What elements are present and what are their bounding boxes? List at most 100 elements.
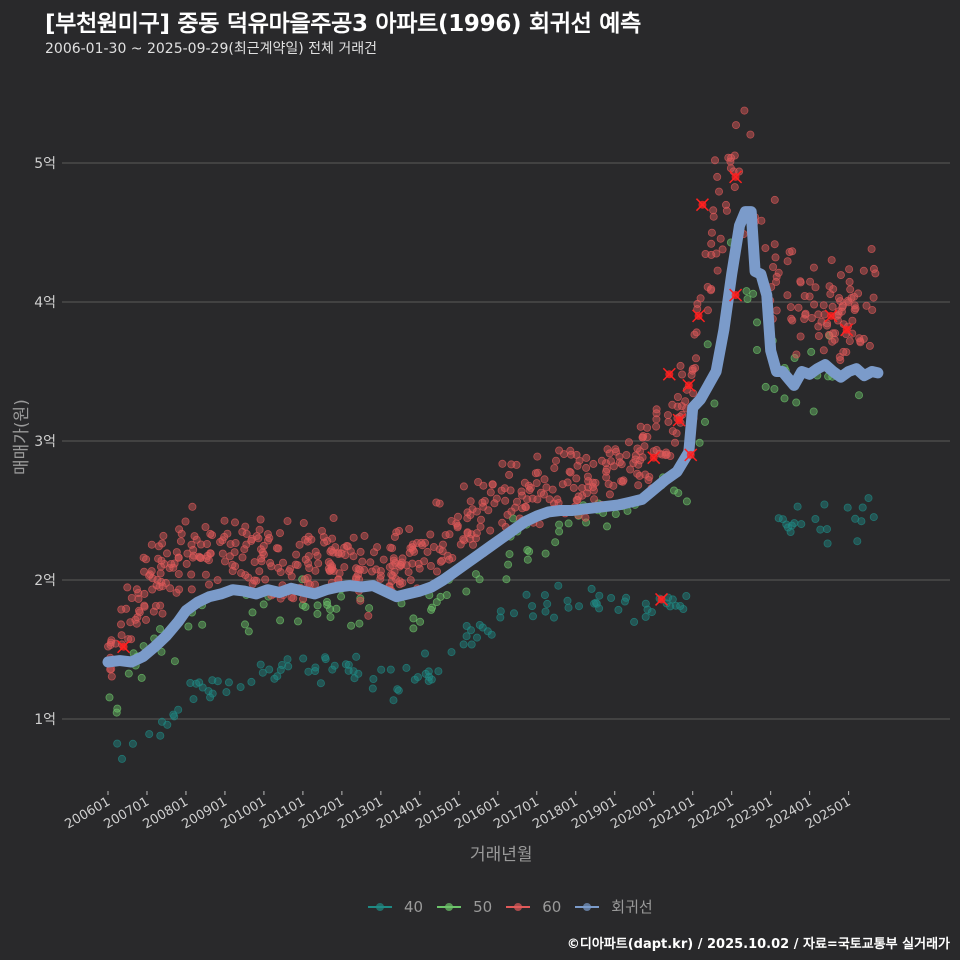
scatter-point-60 <box>349 552 358 561</box>
scatter-point-40 <box>224 678 233 687</box>
scatter-point-60 <box>597 456 606 465</box>
scatter-point-60 <box>426 562 435 571</box>
scatter-point-40 <box>462 622 471 631</box>
legend-dot <box>445 902 454 911</box>
scatter-point-60 <box>230 518 239 527</box>
scatter-point-40 <box>467 640 476 649</box>
scatter-point-40 <box>475 621 484 630</box>
scatter-point-60 <box>213 576 222 585</box>
scatter-point-40 <box>213 677 222 686</box>
legend-dot <box>583 902 592 911</box>
scatter-point-60 <box>158 609 167 618</box>
highlight-marker <box>682 378 696 392</box>
scatter-point-40 <box>496 607 505 616</box>
scatter-point-40 <box>118 754 127 763</box>
legend-item-regression[interactable]: 회귀선 <box>575 896 653 917</box>
scatter-point-60 <box>182 559 191 568</box>
scatter-point-50 <box>710 399 719 408</box>
scatter-point-60 <box>712 249 721 258</box>
scatter-point-60 <box>140 602 149 611</box>
legend-label: 50 <box>473 897 493 916</box>
scatter-point-60 <box>313 551 322 560</box>
scatter-point-60 <box>158 539 167 548</box>
scatter-point-60 <box>810 300 819 309</box>
scatter-point-50 <box>564 519 573 528</box>
scatter-point-60 <box>772 277 781 286</box>
scatter-point-60 <box>591 478 600 487</box>
scatter-point-60 <box>581 513 590 522</box>
scatter-point-50 <box>807 347 816 356</box>
scatter-point-50 <box>347 621 356 630</box>
scatter-point-40 <box>676 602 685 611</box>
scatter-point-60 <box>713 266 722 275</box>
scatter-point-40 <box>328 665 337 674</box>
scatter-point-50 <box>137 673 146 682</box>
scatter-point-50 <box>355 619 364 628</box>
scatter-point-60 <box>263 536 272 545</box>
scatter-point-40 <box>682 592 691 601</box>
scatter-point-40 <box>128 739 137 748</box>
scatter-point-60 <box>165 564 174 573</box>
scatter-point-60 <box>662 450 671 459</box>
scatter-point-40 <box>864 494 873 503</box>
legend-item-50[interactable]: 50 <box>437 898 492 916</box>
scatter-point-60 <box>174 553 183 562</box>
scatter-point-60 <box>839 347 848 356</box>
scatter-point-60 <box>320 538 329 547</box>
scatter-point-60 <box>746 130 755 139</box>
scatter-point-60 <box>360 531 369 540</box>
legend-item-40[interactable]: 40 <box>368 898 423 916</box>
scatter-point-60 <box>652 409 661 418</box>
highlight-cross <box>684 448 698 462</box>
scatter-point-50 <box>674 489 683 498</box>
scatter-point-60 <box>573 461 582 470</box>
chart-subtitle: 2006-01-30 ~ 2025-09-29(최근계약일) 전체 거래건 <box>45 41 377 57</box>
scatter-point-60 <box>851 304 860 313</box>
scatter-point-60 <box>202 540 211 549</box>
scatter-point-60 <box>174 570 183 579</box>
scatter-point-60 <box>376 571 385 580</box>
scatter-point-60 <box>460 536 469 545</box>
scatter-point-60 <box>664 417 673 426</box>
scatter-point-40 <box>459 640 468 649</box>
scatter-point-60 <box>552 456 561 465</box>
scatter-point-60 <box>426 530 435 539</box>
legend-item-60[interactable]: 60 <box>506 898 561 916</box>
scatter-point-60 <box>718 245 727 254</box>
scatter-point-50 <box>170 657 179 666</box>
scatter-point-60 <box>688 364 697 373</box>
scatter-point-50 <box>409 624 418 633</box>
scatter-point-40 <box>509 609 518 618</box>
scatter-point-60 <box>395 580 404 589</box>
scatter-point-60 <box>848 316 857 325</box>
scatter-point-40 <box>413 673 422 682</box>
highlight-cross <box>647 451 661 465</box>
scatter-point-50 <box>259 600 268 609</box>
scatter-point-60 <box>770 195 779 204</box>
scatter-point-60 <box>831 329 840 338</box>
scatter-point-60 <box>156 569 165 578</box>
scatter-point-40 <box>496 613 505 622</box>
scatter-point-60 <box>166 584 175 593</box>
scatter-point-60 <box>503 510 512 519</box>
scatter-point-60 <box>823 321 832 330</box>
scatter-point-40 <box>247 677 256 686</box>
scatter-point-60 <box>346 547 355 556</box>
scatter-point-60 <box>367 567 376 576</box>
scatter-point-60 <box>154 554 163 563</box>
highlight-marker <box>695 198 709 212</box>
scatter-point-60 <box>479 481 488 490</box>
scatter-point-50 <box>670 486 679 495</box>
scatter-point-60 <box>582 453 591 462</box>
scatter-point-60 <box>668 427 677 436</box>
scatter-point-60 <box>480 496 489 505</box>
highlight-cross <box>672 413 686 427</box>
scatter-point-60 <box>379 555 388 564</box>
scatter-point-60 <box>317 527 326 536</box>
scatter-point-60 <box>677 402 686 411</box>
scatter-point-60 <box>190 532 199 541</box>
scatter-point-50 <box>298 601 307 610</box>
scatter-point-50 <box>326 605 335 614</box>
scatter-point-40 <box>543 599 552 608</box>
highlight-cross <box>729 170 743 184</box>
